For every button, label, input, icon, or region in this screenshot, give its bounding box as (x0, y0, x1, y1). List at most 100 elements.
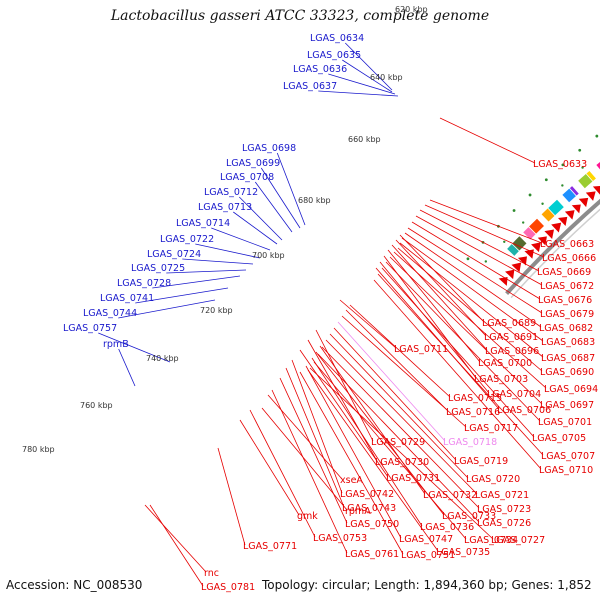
gene-label-reverse: LGAS_0728 (117, 278, 171, 289)
gc-content-mark (503, 240, 506, 243)
leader-line-forward (321, 346, 480, 509)
cog-feature-block (507, 244, 519, 256)
gene-label-forward: LGAS_0676 (538, 295, 592, 306)
gene-label-forward: xseA (340, 475, 363, 486)
kbp-tick-label: 700 kbp (252, 251, 285, 260)
gene-label-reverse: LGAS_0698 (242, 143, 296, 154)
leader-line-forward (349, 304, 451, 398)
gene-label-forward: LGAS_0718 (443, 437, 497, 448)
gc-skew-dot (595, 134, 599, 138)
gene-label-forward: LGAS_0719 (454, 456, 508, 467)
leader-line-reverse (342, 59, 393, 93)
leader-line-forward (311, 357, 423, 527)
gene-label-forward: LGAS_0733 (442, 511, 496, 522)
gene-label-forward: LGAS_0747 (399, 534, 453, 545)
topology-summary-text: Topology: circular; Length: 1,894,360 bp… (262, 578, 592, 592)
gene-label-forward: LGAS_0697 (540, 400, 594, 411)
forward-cds-arrow (571, 204, 581, 214)
leader-line-forward (373, 279, 542, 470)
forward-cds-arrow (505, 269, 515, 280)
gene-label-forward: LGAS_0729 (371, 437, 425, 448)
leader-line-reverse (260, 167, 301, 229)
leader-line-reverse (254, 181, 293, 233)
cog-feature-block (529, 218, 544, 234)
gene-label-forward: LGAS_0710 (539, 465, 593, 476)
gene-label-forward: LGAS_0707 (541, 451, 595, 462)
cog-feature-block (578, 173, 593, 189)
leader-line-reverse (195, 243, 261, 259)
gene-label-forward: LGAS_0672 (540, 281, 594, 292)
gene-label-reverse: LGAS_0713 (198, 202, 252, 213)
leader-line-reverse (238, 196, 283, 241)
forward-cds-arrow (557, 216, 568, 227)
leader-line-forward (319, 345, 426, 495)
leader-line-forward (381, 267, 535, 438)
leader-line-forward (415, 215, 543, 286)
leader-line-forward (144, 504, 207, 573)
gene-label-reverse: LGAS_0724 (147, 249, 201, 260)
leader-line-forward (395, 239, 487, 337)
gc-skew-dot (578, 148, 582, 152)
leader-line-forward (429, 199, 543, 244)
cog-feature-block (548, 199, 564, 216)
kbp-tick-label: 640 kbp (370, 73, 403, 82)
gene-label-forward: LGAS_0679 (540, 309, 594, 320)
leader-line-forward (337, 321, 446, 442)
gene-label-reverse: LGAS_0637 (283, 81, 337, 92)
leader-line-forward (299, 371, 404, 555)
gene-label-forward: LGAS_0704 (487, 389, 541, 400)
gc-content-mark (541, 202, 544, 205)
map-title: Lactobacillus gasseri ATCC 33323, comple… (110, 8, 490, 24)
forward-cds-arrow (537, 236, 547, 246)
leader-line-forward (279, 377, 348, 524)
cog-feature-block (569, 186, 579, 196)
gene-label-forward: LGAS_0736 (420, 522, 474, 533)
gene-label-forward: LGAS_0711 (394, 344, 448, 355)
gene-label-reverse: LGAS_0708 (220, 172, 274, 183)
leader-line-forward (404, 232, 542, 328)
gene-label-forward: LGAS_0753 (313, 533, 367, 544)
leader-line-forward (313, 361, 467, 540)
kbp-tick-label: 660 kbp (348, 135, 381, 144)
feature-rings (466, 134, 600, 299)
cog-feature-block (512, 236, 527, 251)
gene-label-reverse: LGAS_0635 (307, 50, 361, 61)
gene-labels: LGAS_0634 LGAS_0635 LGAS_0636 LGAS_0637 LGAS… (63, 33, 598, 593)
kbp-tick-label: 740 kbp (146, 354, 179, 363)
leader-line-forward (325, 339, 478, 495)
leader-line-reverse (318, 90, 399, 97)
gene-label-forward: LGAS_0734 (464, 535, 518, 546)
gene-label-forward: LGAS_0690 (540, 367, 594, 378)
gene-label-forward: LGAS_0761 (345, 549, 399, 560)
leader-line-forward (271, 389, 348, 554)
gene-label-forward: LGAS_0706 (497, 405, 551, 416)
leader-line-forward (307, 339, 378, 462)
gene-label-forward: LGAS_0700 (478, 358, 532, 369)
leader-line-forward (401, 237, 544, 342)
gene-label-forward: LGAS_0743 (342, 503, 396, 514)
gene-label-reverse: LGAS_0725 (131, 263, 185, 274)
gene-label-forward: LGAS_0663 (540, 239, 594, 250)
leader-line-forward (407, 227, 543, 314)
gene-label-forward: LGAS_0666 (542, 253, 596, 264)
gene-label-forward: LGAS_0750 (345, 519, 399, 530)
gc-skew-dot (544, 178, 548, 182)
gene-label-forward: LGAS_0705 (532, 433, 586, 444)
leader-line-forward (419, 209, 540, 272)
leader-line-forward (249, 409, 316, 538)
leader-line-forward (411, 221, 541, 300)
gene-label-forward: LGAS_0771 (243, 541, 297, 552)
gene-label-forward: LGAS_0742 (340, 489, 394, 500)
leader-line-forward (329, 333, 469, 479)
gene-label-forward: LGAS_0717 (464, 423, 518, 434)
gene-label-forward: LGAS_0682 (539, 323, 593, 334)
gene-label-forward: LGAS_0669 (537, 267, 591, 278)
gene-label-forward: LGAS_0701 (538, 417, 592, 428)
leader-line-forward (299, 349, 389, 478)
gc-content-mark (581, 166, 584, 169)
leader-line-forward (309, 367, 494, 540)
kbp-tick-label: 780 kbp (22, 445, 55, 454)
leader-line-forward (149, 504, 204, 587)
forward-cds-arrow (578, 197, 589, 208)
